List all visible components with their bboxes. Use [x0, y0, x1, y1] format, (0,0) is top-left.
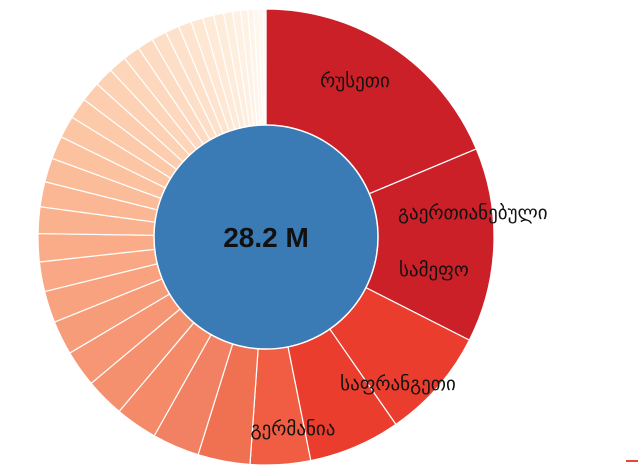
- center-total-disc[interactable]: [153, 124, 379, 350]
- slice-label-united-kingdom-line2: სამეფო: [399, 259, 469, 281]
- center-total-value: 28.2 M: [223, 222, 309, 253]
- slice-label-russia: რუსეთი: [320, 70, 390, 92]
- slice-label-france: საფრანგეთი: [340, 373, 456, 395]
- slice-label-united-kingdom-line1: გაერთიანებული: [398, 202, 548, 224]
- corner-accent-mark: [626, 460, 638, 462]
- chart-segments: [37, 8, 495, 466]
- slice-label-germany: გერმანია: [251, 418, 336, 440]
